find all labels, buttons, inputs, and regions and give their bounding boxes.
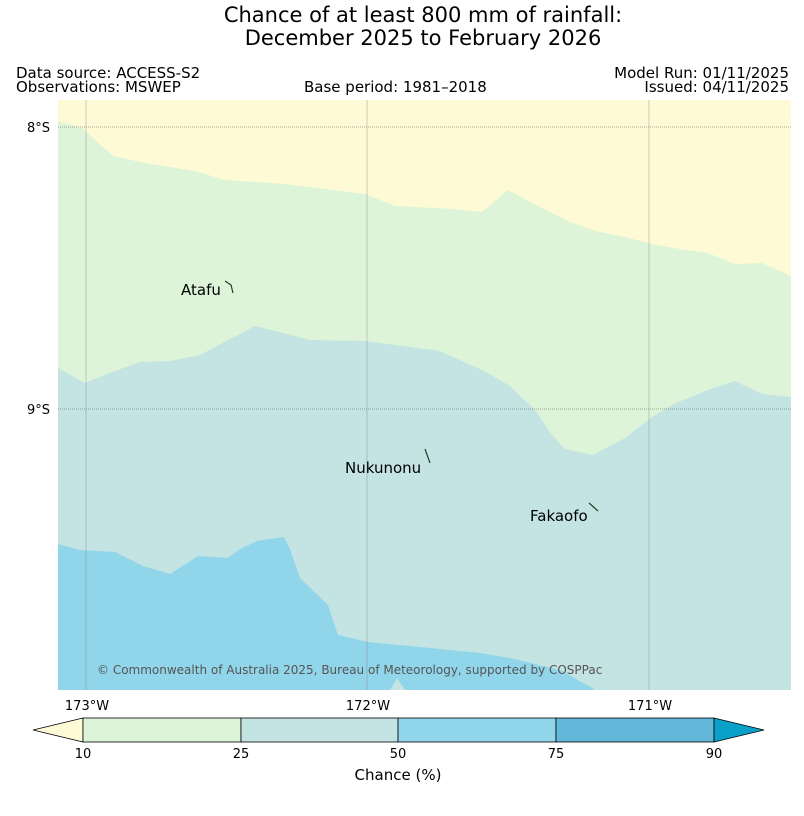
issued-text: Issued: 04/11/2025 [644, 78, 789, 96]
observations-text: Observations: MSWEP [16, 78, 181, 96]
lon-label-173w: 173°W [65, 699, 109, 714]
lon-label-171w: 171°W [628, 699, 672, 714]
colorbar [32, 717, 765, 743]
lat-label-9s: 9°S [27, 403, 50, 418]
lon-gridlines [85, 100, 650, 690]
colorbar-tick-75: 75 [548, 747, 565, 762]
copyright-credit: © Commonwealth of Australia 2025, Bureau… [97, 663, 602, 677]
colorbar-tick-90: 90 [706, 747, 723, 762]
colorbar-25-50 [240, 717, 399, 743]
chart-title-line-1: Chance of at least 800 mm of rainfall: [223, 3, 623, 27]
model-run-text: Model Run: 01/11/2025 [614, 64, 789, 82]
place-label-fakaofo: Fakaofo [530, 507, 588, 525]
zone-50-75 [58, 537, 594, 690]
island-outlines [224, 280, 599, 512]
lat-label-8s: 8°S [27, 121, 50, 136]
atafu-island [224, 280, 234, 294]
colorbar-label: Chance (%) [355, 766, 442, 784]
colorbar-tick-50: 50 [390, 747, 407, 762]
place-label-atafu: Atafu [181, 281, 221, 299]
fakaofo-island [588, 502, 599, 512]
colorbar-high-extension [713, 717, 765, 743]
colorbar-tick-10: 10 [75, 747, 92, 762]
colorbar-10-25 [82, 717, 242, 743]
nukunonu-island [424, 448, 431, 464]
colorbar-tick-25: 25 [233, 747, 250, 762]
data-source-text: Data source: ACCESS-S2 [16, 64, 201, 82]
colorbar-75-90 [555, 717, 715, 743]
lat-gridlines [58, 126, 791, 410]
chart-title-line-2: December 2025 to February 2026 [244, 26, 602, 50]
lon-label-172w: 172°W [346, 699, 390, 714]
base-period-text: Base period: 1981–2018 [304, 78, 487, 96]
colorbar-50-75 [397, 717, 557, 743]
place-label-nukunonu: Nukunonu [345, 459, 421, 477]
colorbar-low-extension [32, 717, 84, 743]
map-area: Atafu Nukunonu Fakaofo © Commonwealth of… [58, 100, 791, 690]
